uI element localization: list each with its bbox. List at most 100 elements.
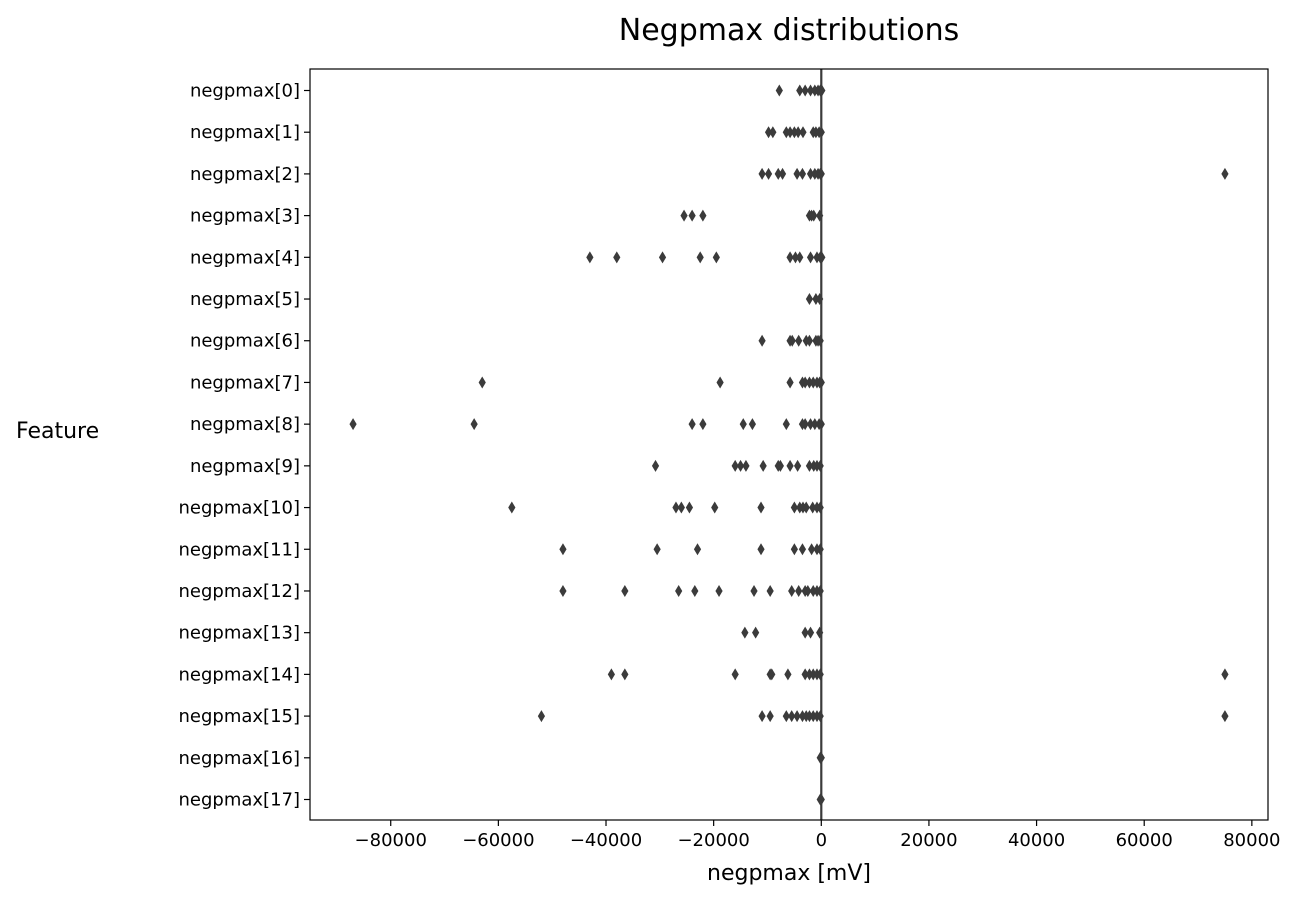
x-tick-label: −20000 xyxy=(677,830,749,851)
outlier-marker xyxy=(699,418,707,431)
outlier-marker xyxy=(805,459,814,472)
x-tick-label: −80000 xyxy=(355,830,427,851)
outlier-marker xyxy=(677,501,685,514)
y-tick-label: negpmax[9] xyxy=(190,456,300,477)
outlier-marker xyxy=(798,710,807,723)
outlier-marker xyxy=(786,251,794,264)
outlier-marker xyxy=(613,251,621,264)
outlier-marker xyxy=(508,501,516,514)
outlier-marker xyxy=(741,626,749,639)
outlier-marker xyxy=(811,418,819,431)
outlier-marker xyxy=(559,543,567,556)
y-tick-label: negpmax[15] xyxy=(179,706,301,727)
y-tick-label: negpmax[17] xyxy=(179,790,301,811)
outlier-marker xyxy=(817,376,825,389)
outlier-marker xyxy=(794,126,802,139)
outlier-marker xyxy=(805,376,814,389)
x-tick-label: 40000 xyxy=(1008,830,1065,851)
outlier-marker xyxy=(688,418,696,431)
y-tick-label: negpmax[7] xyxy=(190,372,300,393)
outlier-marker xyxy=(816,334,824,347)
outlier-marker xyxy=(818,84,826,97)
outlier-marker xyxy=(816,459,824,472)
outlier-marker xyxy=(816,710,824,723)
x-tick-label: −40000 xyxy=(570,830,642,851)
outlier-marker xyxy=(1221,167,1229,180)
y-tick-label: negpmax[1] xyxy=(190,122,300,143)
outlier-marker xyxy=(817,167,825,180)
outlier-marker xyxy=(796,84,804,97)
outlier-marker xyxy=(764,167,773,180)
outlier-marker xyxy=(786,376,794,389)
x-axis-label: negpmax [mV] xyxy=(707,861,871,886)
x-tick-label: −60000 xyxy=(462,830,534,851)
outlier-marker xyxy=(801,626,809,639)
outlier-marker xyxy=(809,376,817,389)
outlier-marker xyxy=(752,626,760,639)
outlier-marker xyxy=(806,251,815,264)
outlier-marker xyxy=(801,376,809,389)
outlier-marker xyxy=(784,668,792,681)
outlier-marker xyxy=(791,251,800,264)
outlier-marker xyxy=(769,126,777,139)
outlier-marker xyxy=(816,668,824,681)
outlier-marker xyxy=(742,459,750,472)
outlier-marker xyxy=(1221,710,1229,723)
outlier-marker xyxy=(801,84,809,97)
outlier-marker xyxy=(816,543,824,556)
outlier-marker xyxy=(699,209,707,222)
outlier-marker xyxy=(739,418,747,431)
outlier-marker xyxy=(794,459,802,472)
outlier-marker xyxy=(774,167,782,180)
outlier-marker xyxy=(766,710,774,723)
outlier-marker xyxy=(806,167,815,180)
outlier-marker xyxy=(778,167,787,180)
outlier-marker xyxy=(537,710,546,723)
outlier-marker xyxy=(621,668,629,681)
outlier-marker xyxy=(685,501,694,514)
outlier-marker xyxy=(809,584,817,597)
outlier-marker xyxy=(680,209,688,222)
outlier-marker xyxy=(799,126,807,139)
outlier-marker xyxy=(607,668,615,681)
outlier-marker xyxy=(809,710,817,723)
outlier-marker xyxy=(795,334,803,347)
outlier-marker xyxy=(750,584,758,597)
outlier-marker xyxy=(805,710,814,723)
outlier-marker xyxy=(805,668,814,681)
chart-title: Negpmax distributions xyxy=(619,13,959,48)
outlier-marker xyxy=(688,209,696,222)
outlier-marker xyxy=(768,668,776,681)
outlier-marker xyxy=(776,459,784,472)
y-tick-label: negpmax[12] xyxy=(179,581,301,602)
y-tick-label: negpmax[4] xyxy=(190,247,300,268)
y-tick-label: negpmax[5] xyxy=(190,289,300,310)
outlier-marker xyxy=(795,584,803,597)
y-tick-label: negpmax[6] xyxy=(190,331,300,352)
y-tick-label: negpmax[11] xyxy=(179,539,301,560)
outlier-marker xyxy=(653,543,661,556)
outlier-marker xyxy=(349,418,357,431)
outlier-marker xyxy=(793,710,801,723)
outlier-marker xyxy=(816,501,824,514)
outlier-marker xyxy=(759,459,767,472)
outlier-marker xyxy=(715,584,723,597)
outlier-marker xyxy=(758,334,766,347)
outlier-marker xyxy=(736,459,745,472)
outlier-marker xyxy=(651,459,660,472)
outlier-marker xyxy=(775,84,783,97)
outlier-marker xyxy=(805,334,814,347)
outlier-marker xyxy=(748,418,757,431)
outlier-marker xyxy=(793,167,801,180)
outlier-marker xyxy=(818,251,826,264)
outlier-marker xyxy=(786,459,794,472)
y-tick-label: negpmax[3] xyxy=(190,206,300,227)
outlier-marker xyxy=(766,584,774,597)
outlier-marker xyxy=(798,167,807,180)
outlier-marker xyxy=(788,584,796,597)
outlier-marker xyxy=(798,543,807,556)
outlier-marker xyxy=(816,293,824,306)
outlier-marker xyxy=(758,167,766,180)
outlier-marker xyxy=(782,710,790,723)
